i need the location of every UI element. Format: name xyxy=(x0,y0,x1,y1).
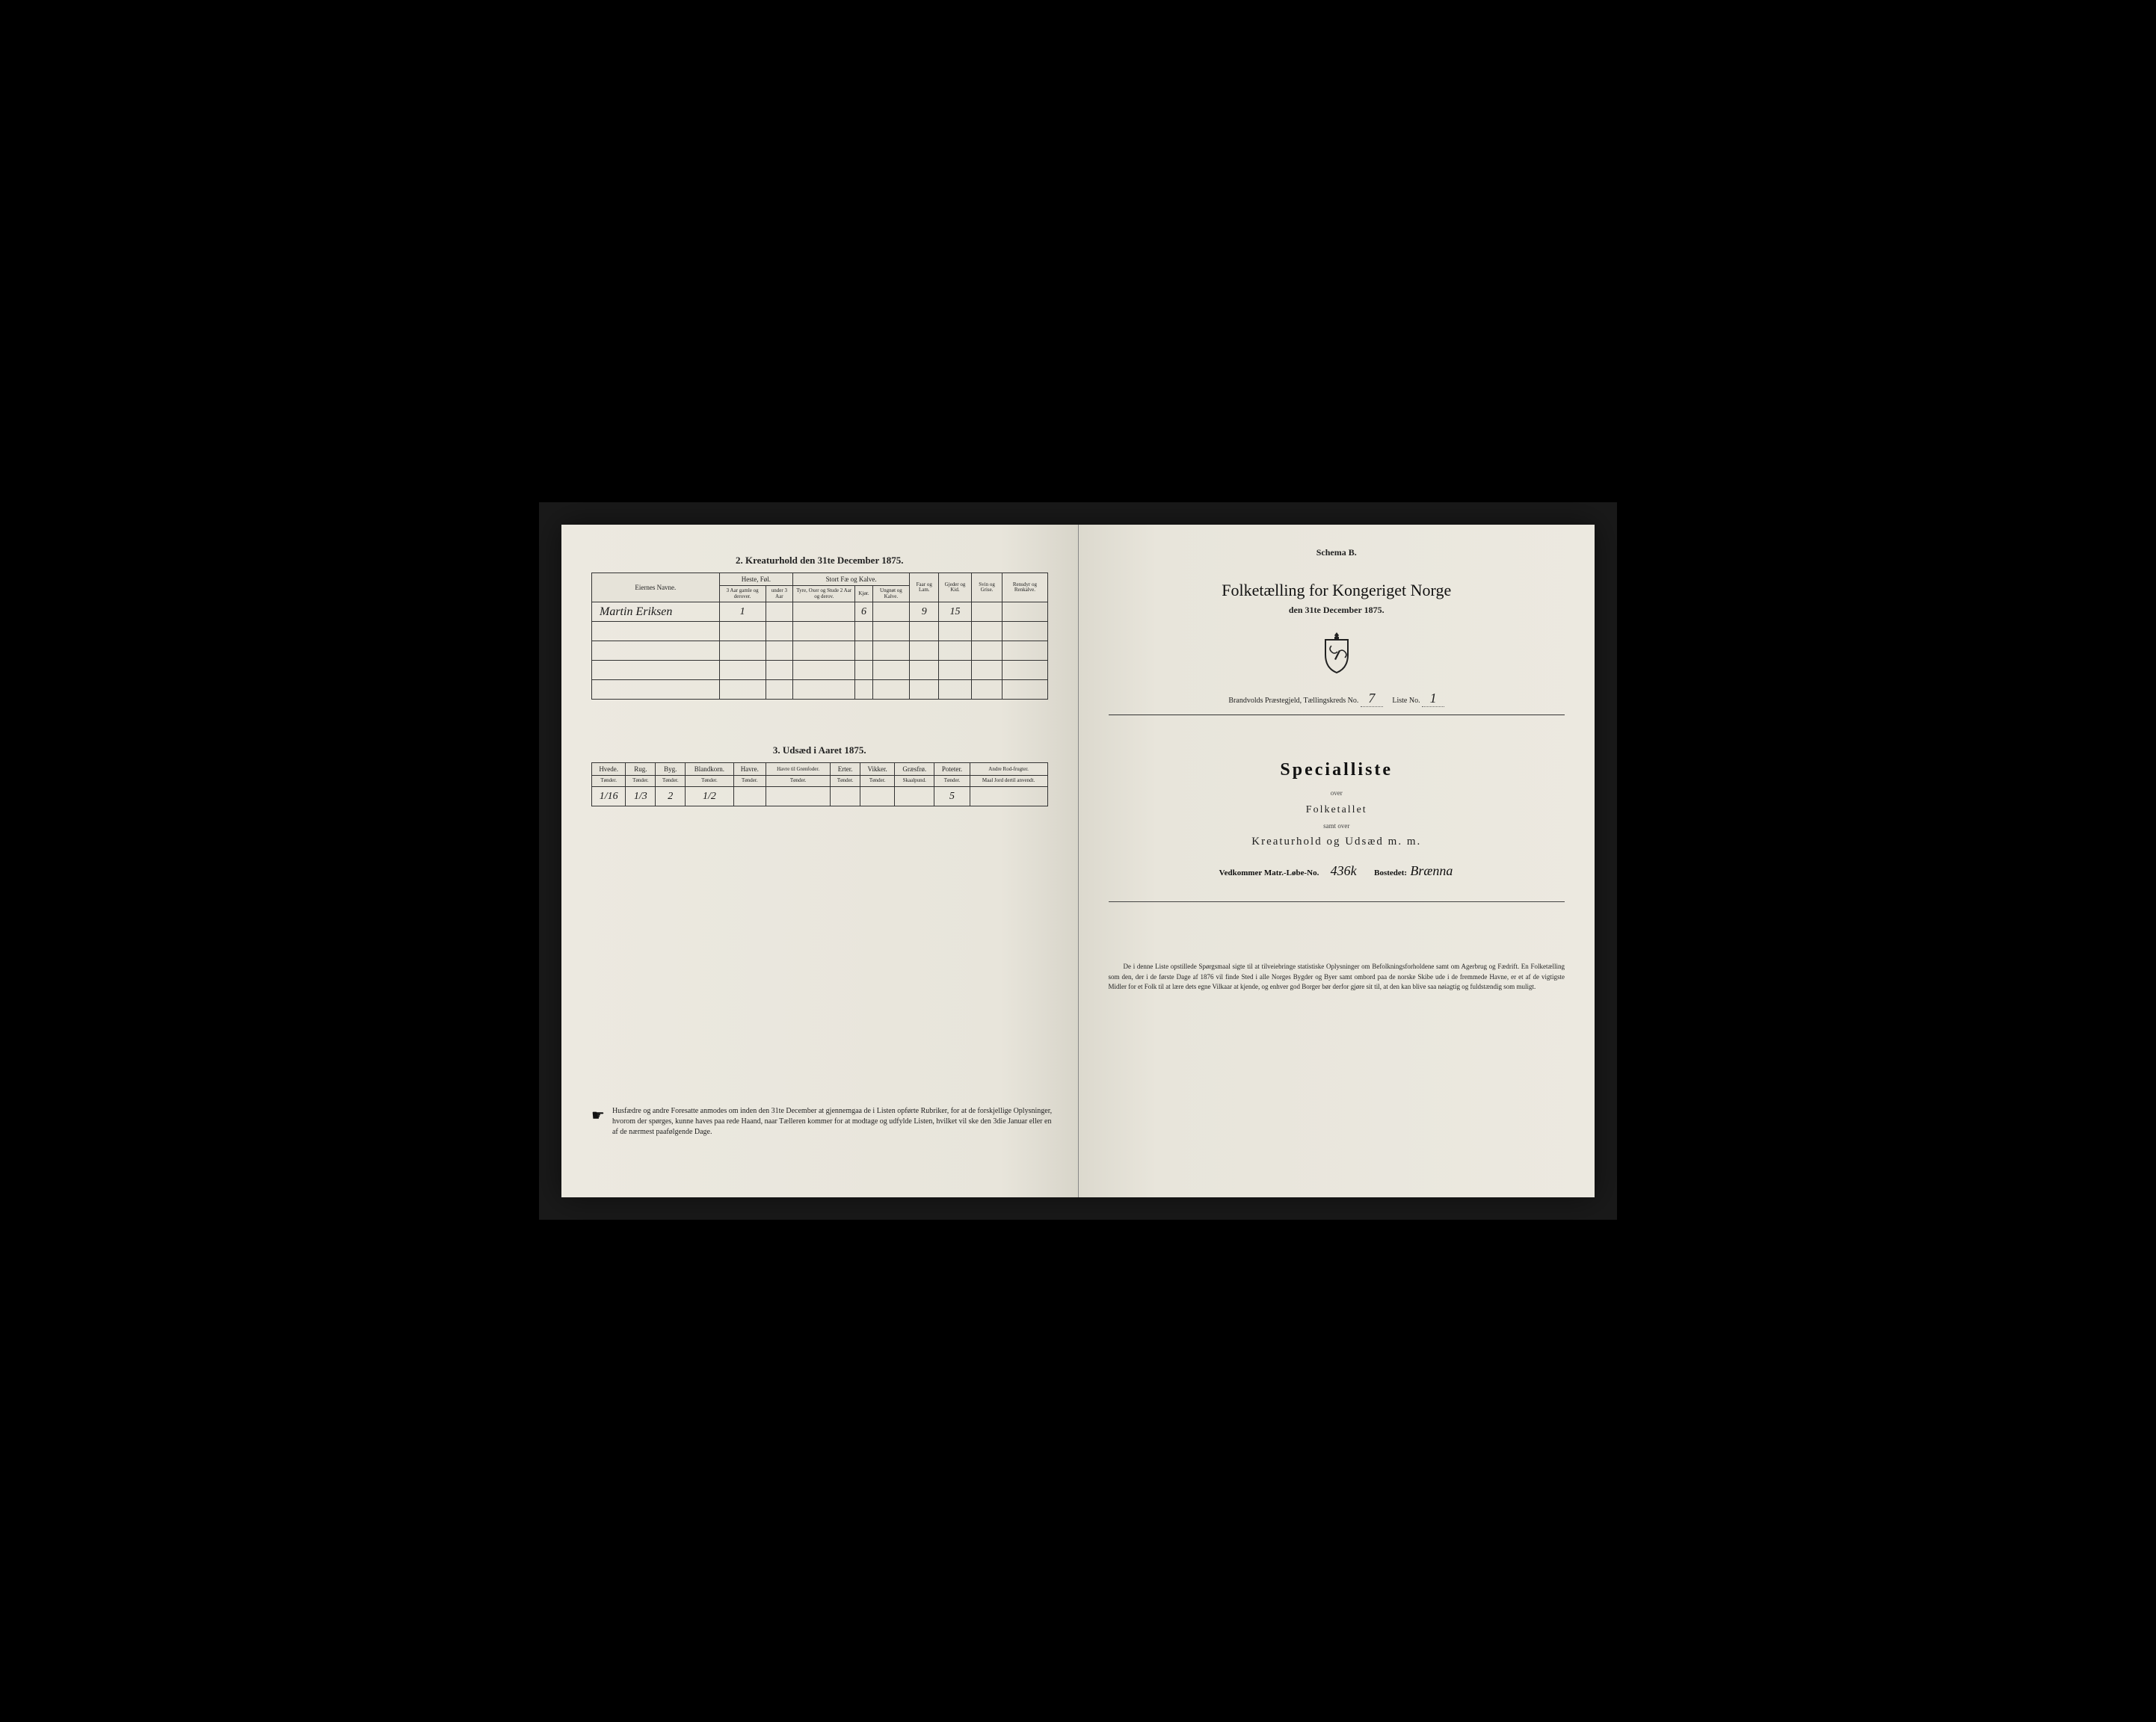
cell-poteter: 5 xyxy=(934,787,970,806)
cell-svin xyxy=(971,602,1002,622)
table-row xyxy=(592,680,1048,700)
pointing-hand-icon: ☛ xyxy=(591,1106,605,1125)
th-unit: Skaalpund. xyxy=(895,776,934,787)
th-unit: Tønder. xyxy=(626,776,656,787)
th-rensdyr: Rensdyr og Renkalve. xyxy=(1002,573,1047,602)
table-row xyxy=(592,622,1048,641)
th-svin: Svin og Grise. xyxy=(971,573,1002,602)
th-eiernes-navne: Eiernes Navne. xyxy=(592,573,720,602)
table-row: 1/16 1/3 2 1/2 5 xyxy=(592,787,1048,806)
matr-no: 436k xyxy=(1321,863,1366,879)
th-stort-sub1: Tyre, Oxer og Stude 2 Aar og derov. xyxy=(793,586,855,602)
schema-label: Schema B. xyxy=(1109,547,1565,558)
th-blandkorn: Blandkorn. xyxy=(686,763,733,776)
th-gjeder: Gjeder og Kid. xyxy=(939,573,971,602)
th-rug: Rug. xyxy=(626,763,656,776)
cell-graesfro xyxy=(895,787,934,806)
th-vikker: Vikker. xyxy=(860,763,895,776)
section2-title: 2. Kreaturhold den 31te December 1875. xyxy=(591,555,1048,567)
table-row xyxy=(592,661,1048,680)
table-kreaturhold: Eiernes Navne. Heste, Føl. Stort Fæ og K… xyxy=(591,573,1048,700)
bottom-paragraph: De i denne Liste opstillede Spørgsmaal s… xyxy=(1109,962,1565,993)
th-havre-gron: Havre til Grønfoder. xyxy=(766,763,831,776)
divider xyxy=(1109,901,1565,902)
matr-line: Vedkommer Matr.-Løbe-No. 436k Bostedet: … xyxy=(1109,863,1565,879)
bostedet-label: Bostedet: xyxy=(1374,868,1407,877)
th-erter: Erter. xyxy=(831,763,860,776)
liste-no: 1 xyxy=(1422,691,1444,707)
cell-rug: 1/3 xyxy=(626,787,656,806)
th-unit: Tønder. xyxy=(592,776,626,787)
coat-of-arms-icon xyxy=(1109,631,1565,676)
cell-faar: 9 xyxy=(910,602,939,622)
book-spread: 2. Kreaturhold den 31te December 1875. E… xyxy=(561,525,1595,1197)
cell-stort3 xyxy=(872,602,910,622)
th-poteter: Poteter. xyxy=(934,763,970,776)
district-no: 7 xyxy=(1361,691,1383,707)
sub-title: den 31te December 1875. xyxy=(1109,605,1565,616)
table-row xyxy=(592,641,1048,661)
th-graesfro: Græsfrø. xyxy=(895,763,934,776)
cell-byg: 2 xyxy=(656,787,686,806)
th-havre: Havre. xyxy=(733,763,766,776)
th-unit: Tønder. xyxy=(656,776,686,787)
table-row: Martin Eriksen 1 6 9 15 xyxy=(592,602,1048,622)
main-title: Folketælling for Kongeriget Norge xyxy=(1109,581,1565,600)
cell-vikker xyxy=(860,787,895,806)
th-unit: Tønder. xyxy=(733,776,766,787)
th-byg: Byg. xyxy=(656,763,686,776)
th-stort: Stort Fæ og Kalve. xyxy=(793,573,910,586)
page-right: Schema B. Folketælling for Kongeriget No… xyxy=(1079,525,1595,1197)
cell-blandkorn: 1/2 xyxy=(686,787,733,806)
cell-andre xyxy=(970,787,1047,806)
bostedet: Brænna xyxy=(1409,863,1454,879)
district-prefix: Brandvolds Præstegjeld, Tællingskreds No… xyxy=(1228,697,1358,705)
over-label: over xyxy=(1109,789,1565,797)
cell-hvede: 1/16 xyxy=(592,787,626,806)
th-unit: Tønder. xyxy=(934,776,970,787)
th-hvede: Hvede. xyxy=(592,763,626,776)
th-unit: Maal Jord dertil anvendt. xyxy=(970,776,1047,787)
cell-name: Martin Eriksen xyxy=(592,602,720,622)
th-unit: Tønder. xyxy=(860,776,895,787)
special-title: Specialliste xyxy=(1109,760,1565,780)
th-heste-sub2: under 3 Aar xyxy=(766,586,793,602)
matr-label: Vedkommer Matr.-Løbe-No. xyxy=(1219,868,1319,877)
cell-havre xyxy=(733,787,766,806)
page-left: 2. Kreaturhold den 31te December 1875. E… xyxy=(561,525,1079,1197)
folketallet-label: Folketallet xyxy=(1109,804,1565,816)
table-udsaed: Hvede. Rug. Byg. Blandkorn. Havre. Havre… xyxy=(591,762,1048,806)
th-unit: Tønder. xyxy=(686,776,733,787)
cell-heste1: 1 xyxy=(719,602,766,622)
hand-note: ☛ Husfædre og andre Foresatte anmodes om… xyxy=(591,1106,1056,1138)
cell-stort2: 6 xyxy=(855,602,872,622)
note-text: Husfædre og andre Foresatte anmodes om i… xyxy=(612,1106,1056,1138)
cell-erter xyxy=(831,787,860,806)
cell-stort1 xyxy=(793,602,855,622)
kreatur-label: Kreaturhold og Udsæd m. m. xyxy=(1109,836,1565,848)
th-heste: Heste, Føl. xyxy=(719,573,793,586)
scan-frame: 2. Kreaturhold den 31te December 1875. E… xyxy=(539,502,1617,1220)
th-faar: Faar og Lam. xyxy=(910,573,939,602)
cell-havre-gron xyxy=(766,787,831,806)
th-andre: Andre Rod-frugter. xyxy=(970,763,1047,776)
liste-label: Liste No. xyxy=(1392,697,1420,705)
samt-over-label: samt over xyxy=(1109,822,1565,830)
th-stort-sub3: Ungnøt og Kalve. xyxy=(872,586,910,602)
th-stort-sub2: Kjør. xyxy=(855,586,872,602)
th-unit: Tønder. xyxy=(831,776,860,787)
th-heste-sub1: 3 Aar gamle og derover. xyxy=(719,586,766,602)
section3-title: 3. Udsæd i Aaret 1875. xyxy=(591,744,1048,756)
th-unit: Tønder. xyxy=(766,776,831,787)
cell-rensdyr xyxy=(1002,602,1047,622)
district-line: Brandvolds Præstegjeld, Tællingskreds No… xyxy=(1109,691,1565,715)
cell-heste2 xyxy=(766,602,793,622)
cell-gjeder: 15 xyxy=(939,602,971,622)
